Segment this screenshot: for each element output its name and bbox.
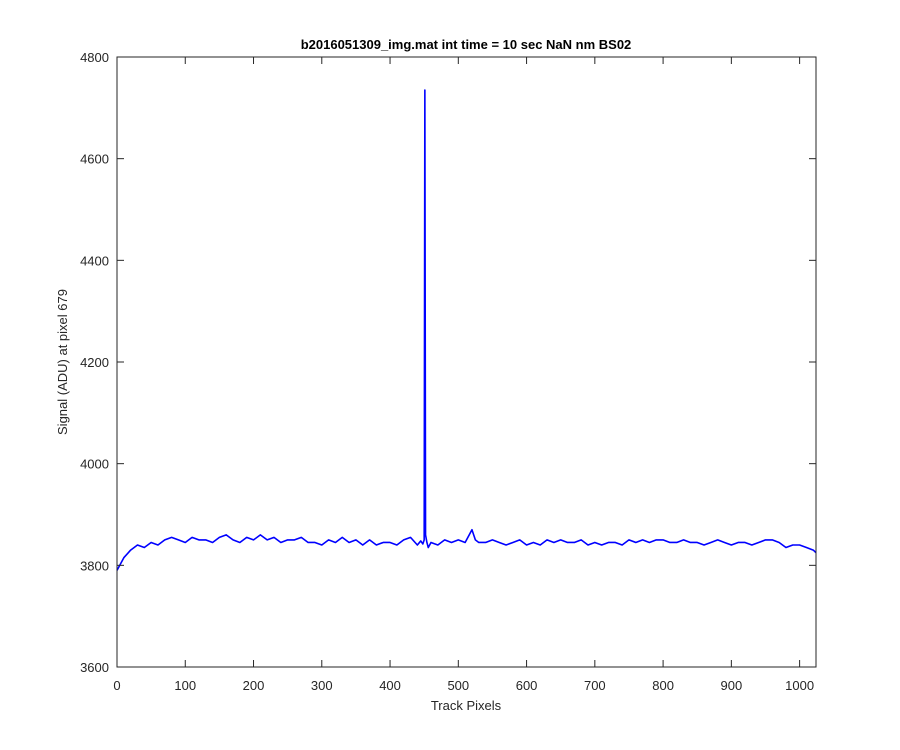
- series-layer: [116, 89, 817, 571]
- x-tick-label: 600: [516, 678, 538, 693]
- plot-area: [117, 57, 816, 667]
- x-tick-label: 200: [243, 678, 265, 693]
- x-tick-label: 300: [311, 678, 333, 693]
- x-tick-label: 100: [174, 678, 196, 693]
- series-line-1: [116, 89, 817, 571]
- y-axis-title: Signal (ADU) at pixel 679: [55, 289, 70, 435]
- x-tick-label: 500: [447, 678, 469, 693]
- x-axis-title: Track Pixels: [431, 698, 502, 713]
- y-tick-label: 4200: [80, 355, 109, 370]
- x-tick-label: 1000: [785, 678, 814, 693]
- y-tick-label: 4600: [80, 152, 109, 167]
- y-tick-label: 3800: [80, 558, 109, 573]
- x-tick-label: 700: [584, 678, 606, 693]
- y-tick-label: 4800: [80, 50, 109, 65]
- x-tick-label: 400: [379, 678, 401, 693]
- y-tick-label: 3600: [80, 660, 109, 675]
- y-tick-label: 4400: [80, 253, 109, 268]
- axes-layer: 0 100 200 300 400 500 600 700 800 900 1000 3600 3800…: [80, 50, 817, 693]
- x-tick-label: 0: [113, 678, 120, 693]
- x-tick-label: 900: [721, 678, 743, 693]
- y-tick-label: 4000: [80, 457, 109, 472]
- chart-title: b2016051309_img.mat int time = 10 sec Na…: [301, 37, 632, 52]
- x-tick-label: 800: [652, 678, 674, 693]
